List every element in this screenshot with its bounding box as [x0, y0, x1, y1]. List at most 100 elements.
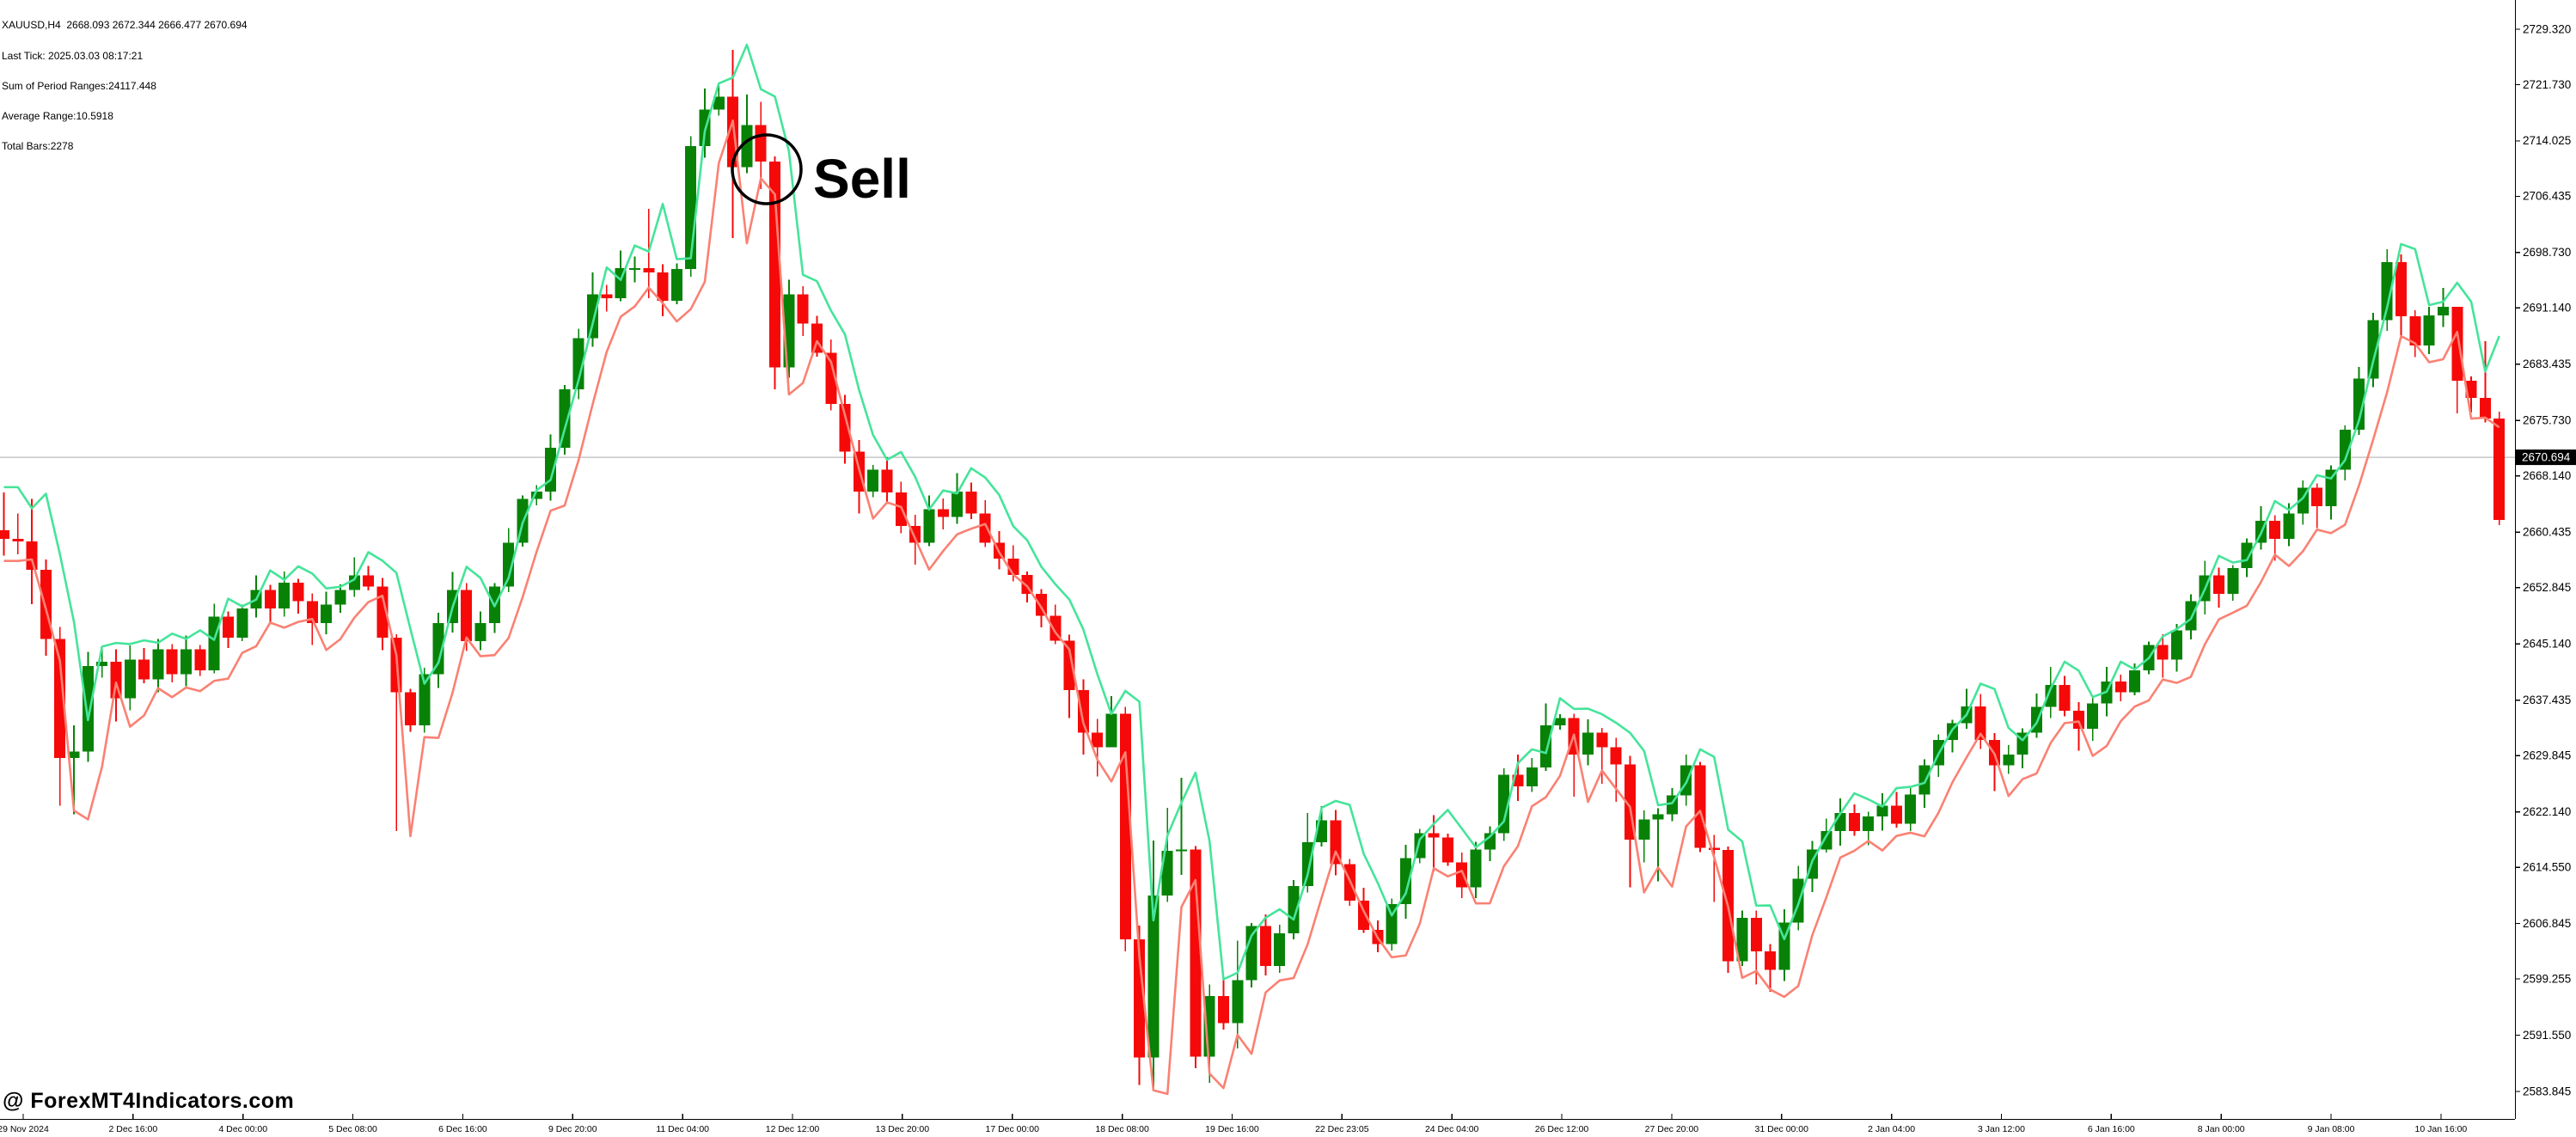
candle-body — [1386, 904, 1398, 944]
candle-body — [2437, 307, 2449, 316]
candle-body — [1147, 895, 1160, 1058]
candle-body — [2367, 320, 2379, 379]
time-axis-label: 9 Jan 08:00 — [2308, 1124, 2355, 1134]
candle-body — [1358, 900, 1370, 930]
time-axis-label: 6 Dec 16:00 — [438, 1124, 487, 1134]
price-axis-label: 2614.550 — [2523, 860, 2571, 873]
candle-body — [2212, 575, 2224, 594]
candle-body — [348, 575, 360, 590]
candle-body — [2269, 520, 2281, 540]
candle-body — [628, 267, 640, 270]
time-axis-label: 8 Jan 00:00 — [2198, 1124, 2245, 1134]
time-axis-label: 22 Dec 23:05 — [1315, 1124, 1369, 1134]
candle-body — [1217, 996, 1229, 1024]
candle-body — [1456, 862, 1468, 888]
price-axis-label: 2637.435 — [2523, 694, 2571, 706]
candle-body — [321, 604, 333, 623]
candle-body — [1863, 816, 1875, 832]
candle-body — [2003, 754, 2015, 766]
candle-body — [769, 161, 781, 368]
candle-body — [643, 267, 655, 273]
candle-body — [2157, 645, 2169, 660]
candle-body — [1736, 918, 1748, 962]
indicator-lower-band-line — [3, 119, 2500, 1096]
candle-body — [96, 661, 108, 667]
info-ohlc-line: XAUUSD,H4 2668.093 2672.344 2666.477 267… — [2, 19, 248, 32]
time-axis-label: 2 Jan 04:00 — [1868, 1124, 1915, 1134]
candle-body — [867, 469, 879, 492]
time-axis-label: 24 Dec 04:00 — [1425, 1124, 1479, 1134]
time-axis-label: 4 Dec 00:00 — [218, 1124, 267, 1134]
candle-body — [2381, 262, 2393, 321]
candle-body — [461, 590, 473, 642]
candle-body — [306, 601, 318, 623]
candle-body — [979, 513, 991, 543]
candle-body — [40, 569, 52, 639]
candle-body — [1105, 713, 1117, 748]
candle-body — [881, 469, 893, 492]
time-axis-label: 6 Jan 16:00 — [2088, 1124, 2135, 1134]
indicator-upper-band-line — [3, 43, 2500, 981]
candle-body — [68, 751, 80, 759]
candle-body — [530, 491, 542, 499]
candle-body — [1134, 938, 1146, 1058]
price-axis-label: 2645.140 — [2523, 638, 2571, 651]
candle-body — [2059, 685, 2071, 711]
candle-body — [208, 616, 220, 671]
candle-body — [292, 583, 304, 602]
candle-body — [2087, 703, 2099, 730]
time-axis-label: 5 Dec 08:00 — [328, 1124, 377, 1134]
price-axis-label: 2683.435 — [2523, 358, 2571, 370]
candle-body — [1638, 819, 1650, 841]
candle-body — [2227, 568, 2239, 594]
candle-body — [1848, 812, 1860, 832]
time-axis-label: 12 Dec 12:00 — [766, 1124, 820, 1134]
candle-body — [236, 608, 248, 638]
candle-body — [587, 294, 599, 339]
candle-body — [0, 530, 9, 540]
candle-body — [2045, 685, 2057, 707]
time-axis-label: 10 Jan 16:00 — [2415, 1124, 2468, 1134]
candle-body — [404, 692, 416, 725]
price-axis-label: 2652.845 — [2523, 581, 2571, 594]
candle-body — [419, 674, 431, 725]
candle-body — [1652, 814, 1664, 820]
candle-body — [1596, 732, 1608, 748]
price-axis-label: 2606.845 — [2523, 917, 2571, 930]
candle-body — [152, 649, 164, 680]
candle-body — [1245, 926, 1257, 981]
candle-body — [2465, 380, 2477, 399]
candle-body — [1610, 747, 1622, 765]
candle-body — [1259, 926, 1271, 967]
candle-body — [713, 96, 725, 110]
candle-body — [194, 649, 206, 671]
candle-body — [181, 649, 193, 675]
candle-body — [1274, 932, 1286, 967]
candle-body — [1890, 805, 1902, 824]
candle-body — [2185, 601, 2197, 631]
info-average-range: Average Range:10.5918 — [2, 109, 113, 122]
axes-group — [0, 0, 2520, 1121]
time-axis-label: 3 Jan 12:00 — [1978, 1124, 2025, 1134]
candle-body — [937, 509, 949, 517]
candle-body — [2353, 378, 2365, 430]
candle-body — [965, 491, 977, 514]
candle-body — [1077, 690, 1089, 733]
candle-body — [503, 542, 515, 587]
time-axis-label: 26 Dec 12:00 — [1535, 1124, 1589, 1134]
candle-body — [1876, 805, 1888, 817]
sell-annotation-label: Sell — [813, 148, 911, 210]
candle-body — [2479, 398, 2491, 419]
candle-body — [1428, 833, 1440, 838]
candle-body — [2493, 419, 2506, 521]
info-total-bars: Total Bars:2278 — [2, 139, 74, 152]
time-axis-label: 19 Dec 16:00 — [1205, 1124, 1259, 1134]
candle-body — [474, 622, 486, 642]
candle-body — [1484, 833, 1496, 850]
candle-body — [2241, 542, 2253, 569]
info-last-tick: Last Tick: 2025.03.03 08:17:21 — [2, 49, 144, 62]
price-axis-label: 2629.845 — [2523, 749, 2571, 761]
price-axis-label: 2721.730 — [2523, 78, 2571, 91]
candle-body — [1400, 858, 1411, 905]
